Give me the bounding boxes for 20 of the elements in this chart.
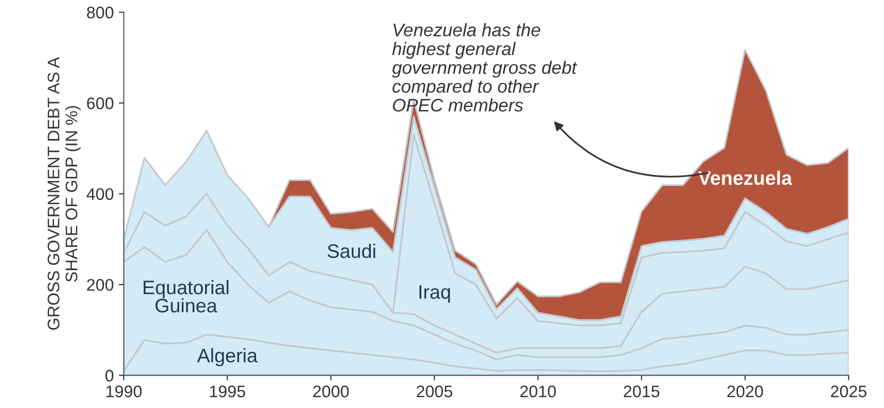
x-tick-label: 2000 [313, 386, 349, 398]
series-label: Equatorial Guinea [144, 280, 228, 312]
y-tick-label: 800 [86, 6, 114, 18]
series-label: Iraq [419, 285, 450, 303]
y-tick-label: 200 [87, 278, 114, 291]
x-tick-label: 2020 [727, 386, 763, 398]
x-tick-label: 1995 [210, 386, 246, 398]
y-axis-title: GROSS GOVERNMENT DEBT AS A SHARE OF GDP (IN %) [48, 57, 81, 330]
series-label: Algeria [197, 348, 258, 366]
annotation: Venezuela has the highest general government gross debt compared to other OPEC members [392, 23, 578, 112]
series-label: Saudi [328, 244, 376, 258]
series-label: Venezuela [698, 170, 792, 185]
y-tick-label: 0 [105, 370, 114, 382]
x-tick-label: 1990 [106, 386, 142, 398]
x-tick-label: 2005 [416, 386, 452, 398]
x-tick-label: 2025 [830, 386, 866, 398]
x-tick-label: 2010 [520, 386, 556, 398]
y-tick-label: 600 [87, 97, 114, 110]
y-tick-label: 400 [86, 188, 114, 200]
x-tick-label: 2015 [624, 386, 660, 398]
